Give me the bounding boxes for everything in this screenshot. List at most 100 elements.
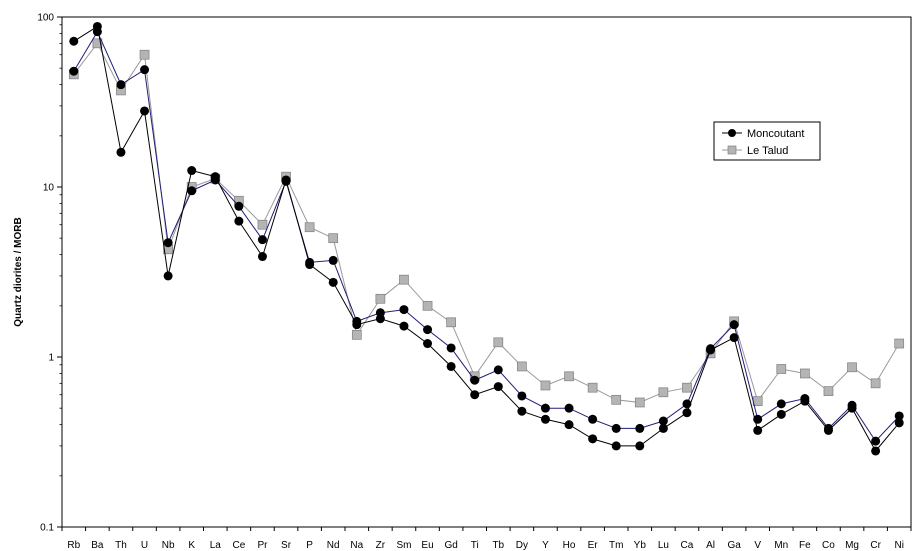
x-tick-label: Tb [492,540,504,551]
x-tick-label: Th [115,540,127,551]
data-point [658,387,669,398]
data-point [234,201,244,211]
data-point [493,365,503,375]
x-tick-label: U [141,540,148,551]
data-point [847,362,857,373]
data-point [706,345,716,355]
x-tick-label: Na [350,540,363,551]
x-tick-label: Y [542,540,549,551]
data-point [634,397,645,408]
x-tick-label: Ho [563,540,576,551]
x-tick-label: Ce [232,540,245,551]
data-point [587,382,598,393]
data-point [682,382,692,393]
data-point [163,271,173,281]
x-tick-label: Pr [257,540,268,551]
x-tick-label: Dy [516,540,528,551]
data-point [564,371,574,382]
data-point [753,425,763,435]
x-tick-label: Ni [894,540,903,551]
data-point [304,222,315,233]
data-point [470,390,480,400]
data-point [540,380,551,391]
x-axis: Rb Ba Th U Nb K La Ce Pr Sr P Nd Na Zr Sm Eu Gd Ti Tb Dy Y Ho… [61,527,912,551]
data-point [894,418,904,428]
data-point [729,320,739,330]
data-point [446,317,456,328]
data-point [776,399,786,409]
series-1 [69,27,904,446]
x-tick-label: Tm [609,540,623,551]
y-axis-title: Quartz diorites / MORB [13,217,24,326]
y-axis: 0.1 1 10 100 [37,13,62,534]
data-point [823,386,834,396]
data-point [847,403,857,413]
data-point [894,338,905,349]
x-tick-label: Mn [774,540,788,551]
data-point [92,21,102,31]
y-tick-label: 0.1 [40,523,54,534]
legend-marker-moncoutant [728,129,736,137]
series-line [73,42,900,404]
data-point [257,219,268,230]
data-point [800,368,810,379]
data-point [776,364,787,374]
data-point [257,252,267,262]
data-point [187,186,197,196]
x-tick-label: P [306,540,313,551]
data-point [752,396,763,406]
data-point [776,409,786,419]
y-tick-label: 10 [43,183,55,194]
data-point [423,339,433,349]
series-layer [68,21,905,456]
y-tick-label: 100 [37,13,54,24]
x-tick-label: Mg [845,540,859,551]
x-tick-label: Cr [870,540,881,551]
series-line [73,25,900,452]
data-point [658,423,668,433]
x-tick-label: Ba [91,540,104,551]
data-point [140,106,150,116]
x-tick-label: Ga [727,540,741,551]
x-tick-label: Co [822,540,835,551]
data-point [399,274,409,285]
data-point [800,396,810,406]
legend-label-le-talud: Le Talud [747,145,788,157]
x-tick-label: Yb [634,540,647,551]
data-point [399,305,409,315]
data-point [470,375,480,385]
x-tick-label: Ca [681,540,694,551]
data-point [588,414,598,424]
legend: Moncoutant Le Talud [713,121,821,161]
series-line [73,30,900,442]
data-point [540,403,550,413]
data-point [564,420,574,430]
data-point [139,49,150,60]
data-point [871,436,881,446]
data-point [210,172,220,182]
plot-frame [61,16,912,528]
data-point [328,233,339,244]
x-tick-label: Al [706,540,715,551]
data-point [658,416,668,426]
data-point [635,441,645,451]
x-tick-label: Nb [162,540,175,551]
x-tick-label: Gd [444,540,457,551]
data-point [446,361,456,371]
x-tick-label: Rb [67,540,80,551]
x-tick-label: Nd [327,540,340,551]
data-point [234,216,244,226]
x-tick-label: La [210,540,222,551]
data-point [611,423,621,433]
data-point [823,425,833,435]
data-point [493,382,503,392]
data-point [305,260,315,270]
x-tick-label: Fe [799,540,811,551]
data-point [163,238,173,248]
data-point [399,321,409,331]
data-point [635,423,645,433]
data-point [422,300,433,311]
x-tick-label: Sr [281,540,292,551]
